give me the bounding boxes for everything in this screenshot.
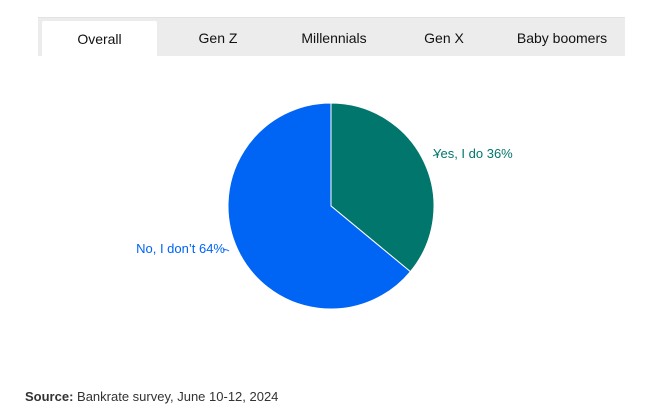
tab-gen-x[interactable]: Gen X: [424, 29, 464, 46]
yes-label-leader: [432, 154, 440, 157]
no-slice: [227, 102, 412, 310]
pie-chart: Yes, I do 36% No, I don’t 64%: [136, 102, 513, 310]
tab-baby-boomers[interactable]: Baby boomers: [516, 29, 608, 46]
tab-millennials[interactable]: Millennials: [301, 29, 367, 46]
tab-bar: Overall Gen Z Millennials Gen X Baby boo…: [38, 17, 625, 57]
no-label: No, I don’t 64%: [136, 241, 225, 256]
tab-gen-z[interactable]: Gen Z: [198, 29, 238, 46]
source-note: Source: Bankrate survey, June 10-12, 202…: [25, 389, 278, 404]
yes-label: Yes, I do 36%: [433, 146, 513, 161]
tab-overall[interactable]: Overall: [42, 21, 157, 57]
yes-slice: [330, 102, 435, 273]
no-label-leader: [222, 249, 230, 252]
source-text: Bankrate survey, June 10-12, 2024: [77, 389, 279, 404]
source-label: Source:: [25, 389, 74, 404]
